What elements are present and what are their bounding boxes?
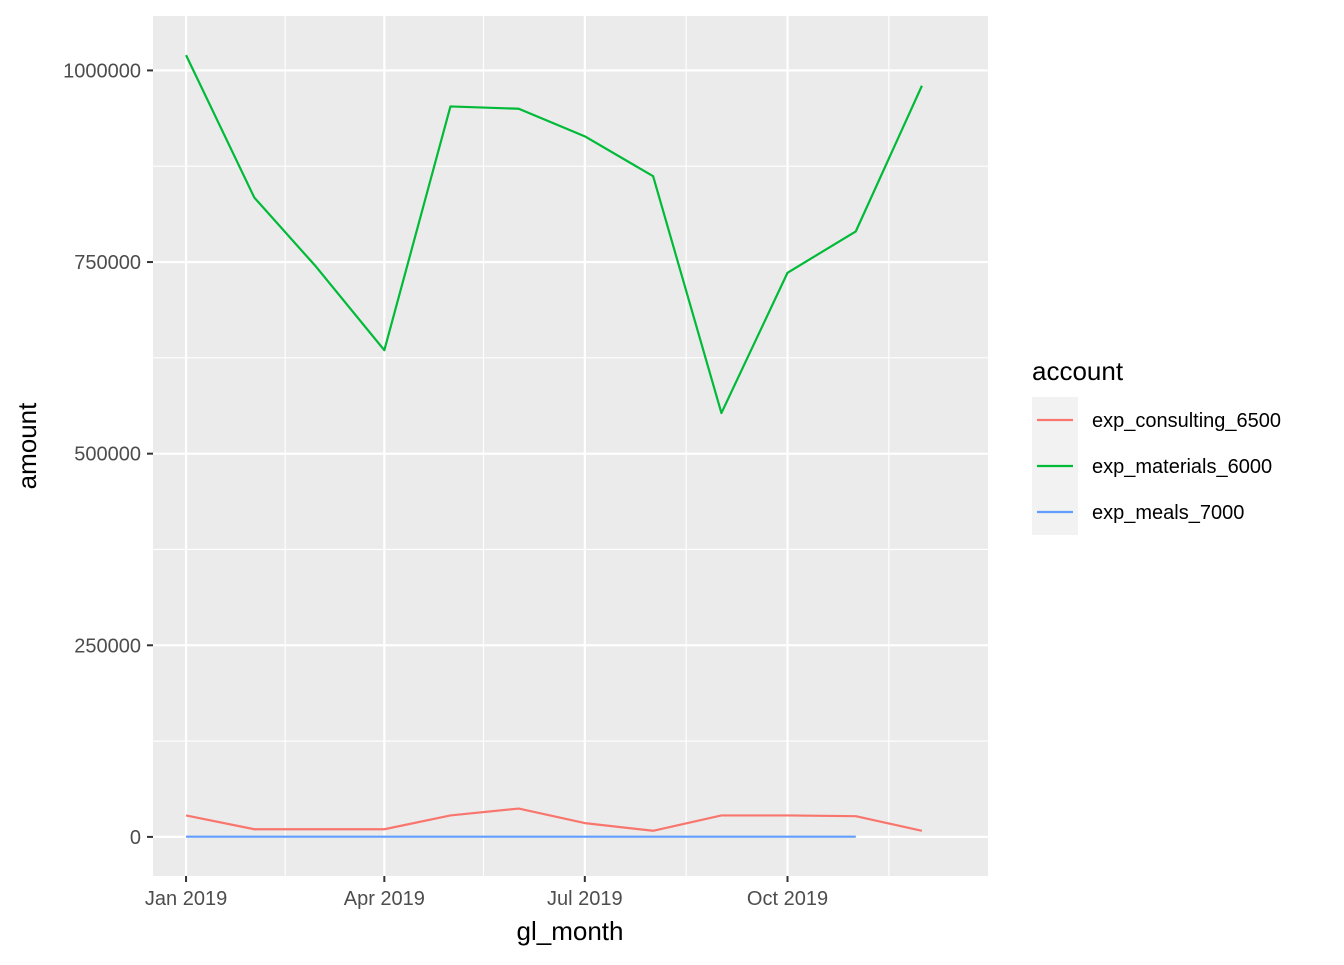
y-tick-label: 250000 — [74, 635, 141, 657]
plot-panel-background — [153, 16, 988, 876]
legend-title: account — [1032, 356, 1124, 386]
y-axis: 0 250000 500000 750000 1000000 — [63, 60, 153, 849]
y-tick-label: 750000 — [74, 252, 141, 274]
series-line-exp-materials-6000 — [185, 54, 923, 415]
x-tick-label: Oct 2019 — [747, 888, 828, 910]
y-tick-label: 500000 — [74, 444, 141, 466]
x-tick-label: Apr 2019 — [344, 888, 425, 910]
x-tick-label: Jan 2019 — [145, 888, 227, 910]
y-tick-label: 1000000 — [63, 60, 141, 82]
y-tick-label: 0 — [130, 827, 141, 849]
x-axis: Jan 2019 Apr 2019 Jul 2019 Oct 2019 — [145, 876, 828, 910]
series-lines — [185, 54, 923, 838]
legend: account exp_consulting_6500 exp_materials… — [1032, 356, 1281, 535]
legend-label-exp-meals-7000: exp_meals_7000 — [1092, 502, 1244, 524]
legend-label-exp-consulting-6500: exp_consulting_6500 — [1092, 410, 1281, 432]
x-axis-title: gl_month — [517, 916, 624, 946]
y-axis-title: amount — [12, 402, 42, 489]
series-line-exp-consulting-6500 — [185, 807, 923, 832]
major-gridlines — [153, 16, 988, 876]
legend-label-exp-materials-6000: exp_materials_6000 — [1092, 456, 1272, 478]
x-tick-label: Jul 2019 — [547, 888, 623, 910]
minor-gridlines — [153, 16, 988, 876]
